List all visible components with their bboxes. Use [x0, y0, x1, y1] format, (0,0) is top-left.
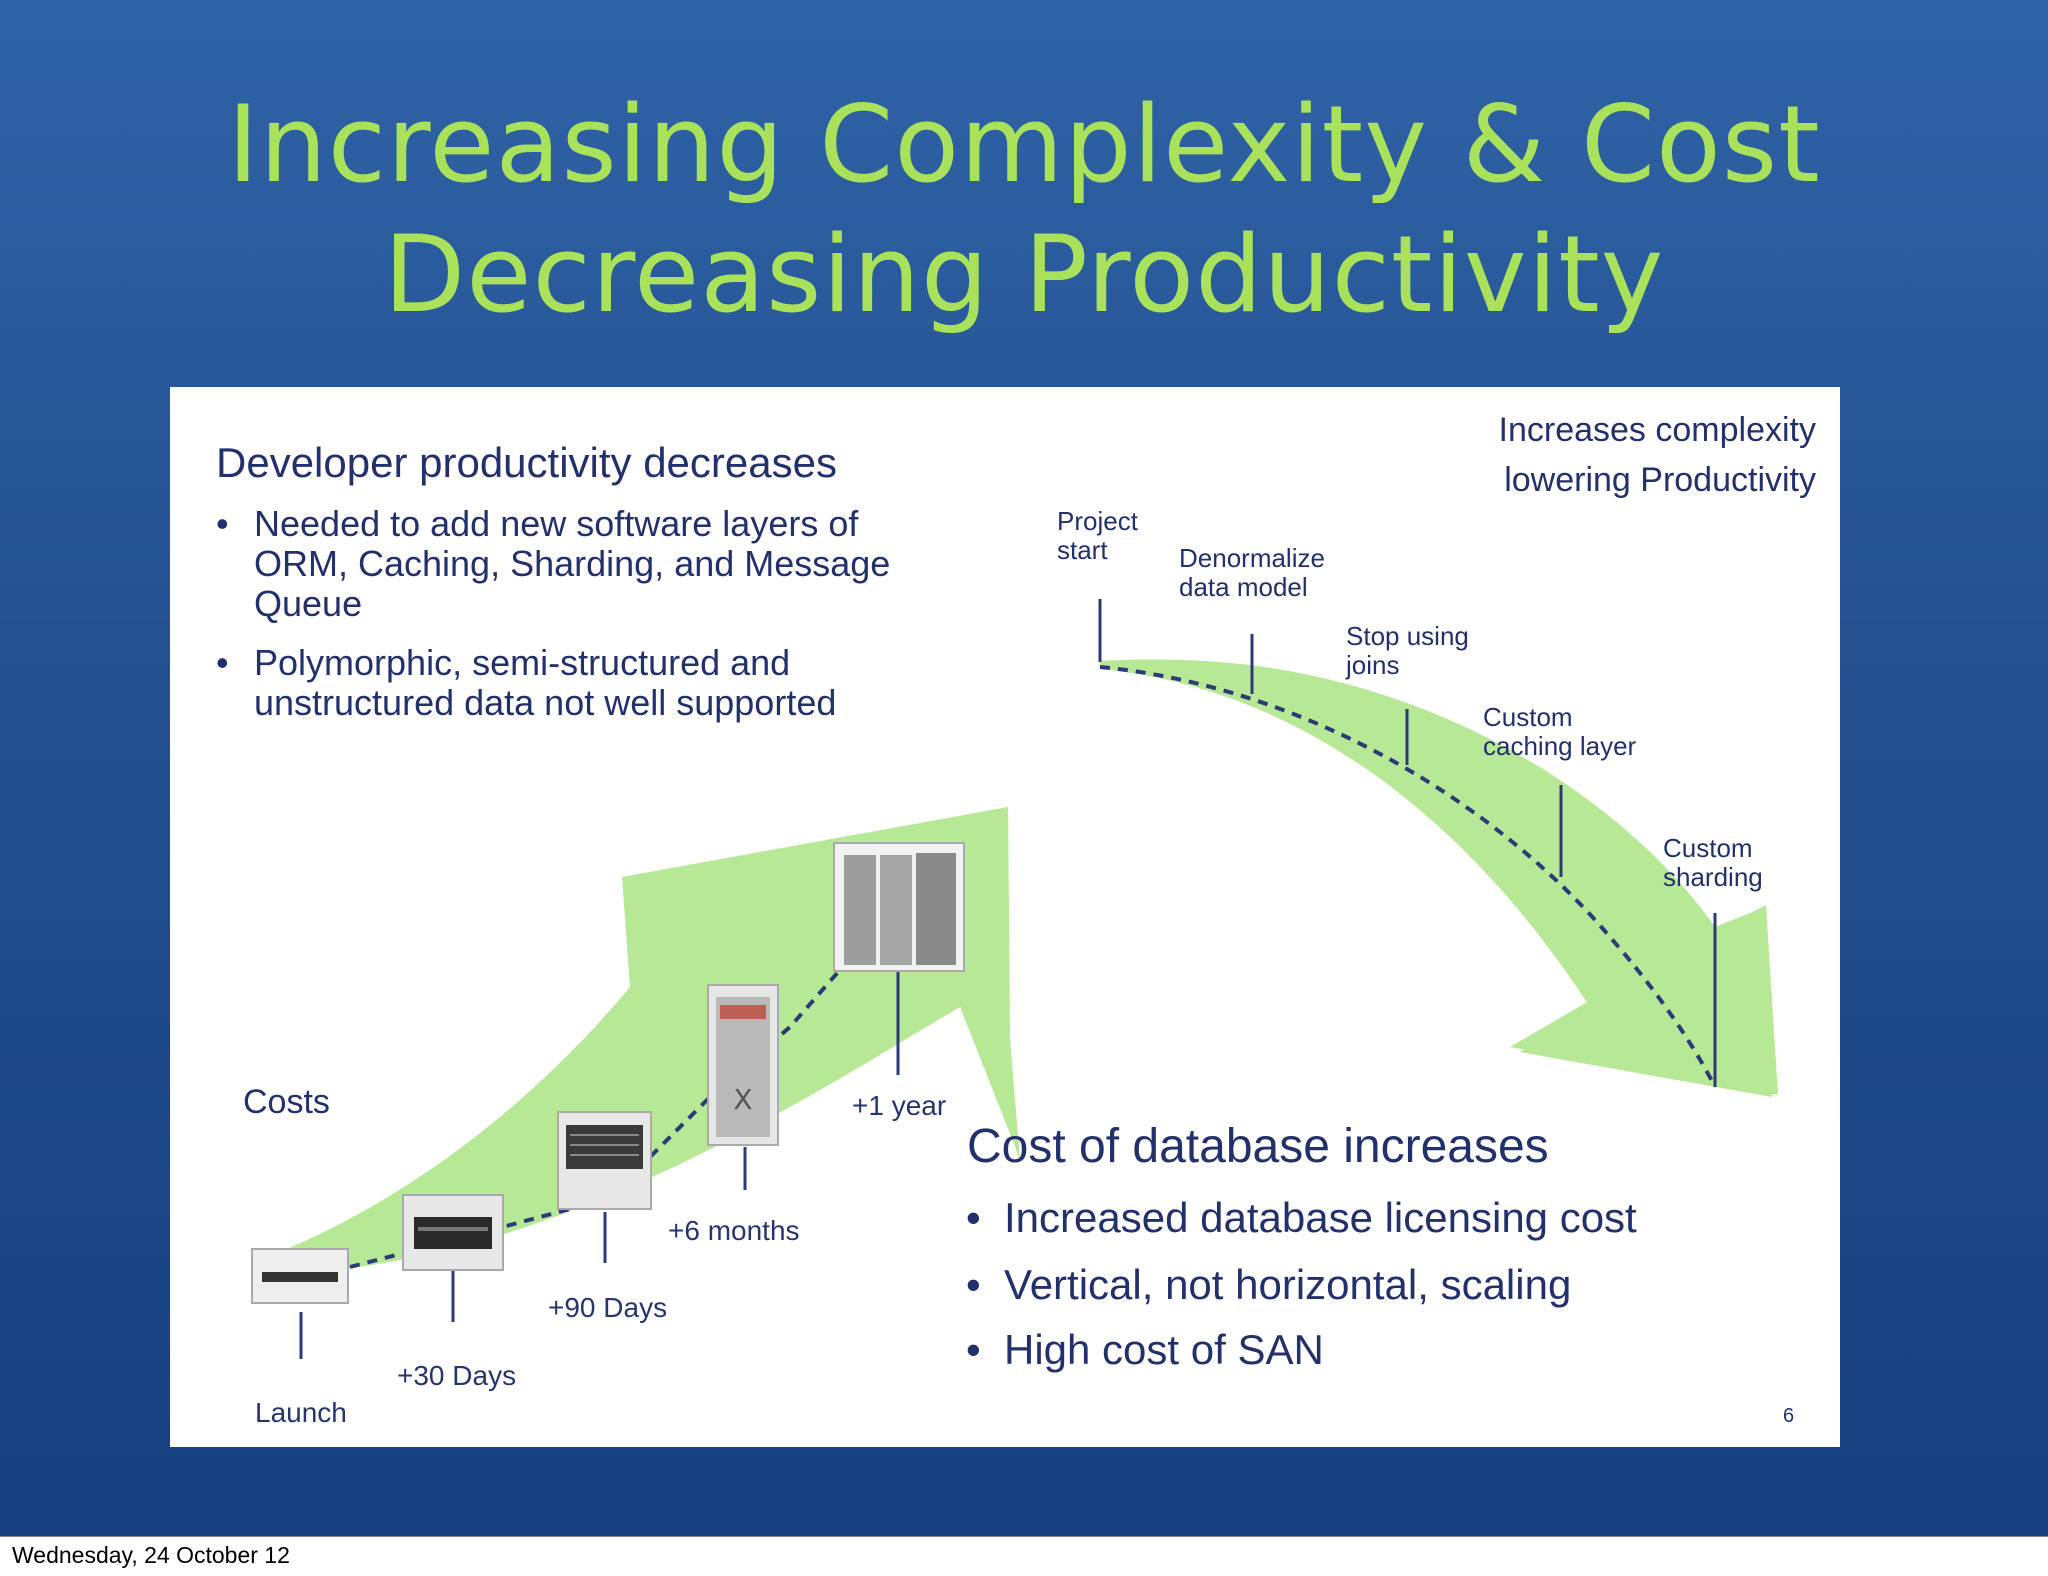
database-bullet-2-text: Vertical, not horizontal, scaling	[1004, 1261, 1572, 1308]
rising-cost-arrow-body	[258, 807, 1020, 1277]
falling-productivity-arrow	[1100, 659, 1772, 1097]
developer-heading: Developer productivity decreases	[216, 439, 837, 486]
developer-bullet-2-line2: unstructured data not well supported	[254, 682, 837, 723]
milestone-label-line: caching layer	[1483, 731, 1637, 761]
productivity-dashed-path	[1099, 665, 1717, 1088]
content-panel: X Developer productivity decreases • Nee…	[170, 387, 1840, 1447]
milestone-stop-joins: Stop using joins	[1346, 622, 1469, 680]
costs-label: Costs	[243, 1083, 330, 1121]
bullet-dot: •	[966, 1194, 981, 1241]
cost-milestone-30-days: +30 Days	[397, 1360, 517, 1391]
database-bullet-1: • Increased database licensing cost	[966, 1194, 1637, 1241]
svg-text:X: X	[733, 1083, 752, 1116]
storage-array-icon	[557, 1111, 652, 1210]
developer-bullet-1-line2: ORM, Caching, Sharding, and Message	[254, 543, 891, 584]
milestone-denormalize: Denormalize data model	[1179, 544, 1325, 602]
milestone-label-line: Project	[1057, 506, 1138, 536]
page-number: 6	[1783, 1405, 1795, 1427]
footer-date: Wednesday, 24 October 12	[12, 1542, 290, 1568]
cost-milestone-1-year: +1 year	[852, 1090, 947, 1121]
complexity-caption: Increases complexity lowering Productivi…	[1499, 405, 1816, 505]
slide-title-line2: Decreasing Productivity	[383, 213, 1665, 336]
developer-bullet-1: • Needed to add new software layers of O…	[216, 503, 891, 624]
diagram-graphics: X	[251, 599, 1778, 1359]
developer-bullet-1-line3: Queue	[254, 583, 363, 624]
complexity-caption-line1: Increases complexity	[1498, 411, 1816, 449]
bullet-dot: •	[966, 1261, 981, 1308]
cost-milestone-launch: Launch	[255, 1397, 347, 1428]
complexity-caption-line2: lowering Productivity	[1504, 461, 1816, 499]
milestone-project-start: Project start	[1057, 507, 1138, 565]
bullet-dot: •	[216, 642, 229, 683]
bullet-dot: •	[216, 503, 229, 544]
milestone-label-line: sharding	[1663, 862, 1763, 892]
milestone-caching: Custom caching layer	[1483, 703, 1636, 761]
cost-milestone-6-months: +6 months	[668, 1215, 800, 1246]
milestone-label-line: start	[1057, 535, 1108, 565]
falling-productivity-arrow-body	[1100, 659, 1778, 1095]
datacenter-racks-icon	[833, 842, 965, 972]
milestone-label-line: Denormalize	[1179, 543, 1325, 573]
database-bullet-1-text: Increased database licensing cost	[1004, 1194, 1637, 1241]
slide-title-line1: Increasing Complexity & Cost	[227, 83, 1821, 206]
milestone-label-line: Stop using	[1346, 621, 1469, 651]
database-bullet-2: • Vertical, not horizontal, scaling	[966, 1261, 1572, 1308]
developer-bullet-2-line1: Polymorphic, semi-structured and	[254, 642, 791, 683]
cost-milestone-90-days: +90 Days	[548, 1292, 668, 1323]
database-bullet-3-text: High cost of SAN	[1004, 1326, 1324, 1373]
database-bullet-3: • High cost of SAN	[966, 1326, 1324, 1373]
developer-bullet-1-line1: Needed to add new software layers of	[254, 503, 859, 544]
developer-bullet-2: • Polymorphic, semi-structured and unstr…	[216, 642, 837, 723]
milestone-sharding: Custom sharding	[1663, 834, 1763, 892]
milestone-label-line: Custom	[1663, 833, 1753, 863]
slide: Increasing Complexity & Cost Decreasing …	[0, 0, 2048, 1537]
milestone-label-line: joins	[1346, 650, 1400, 680]
milestone-label-line: Custom	[1483, 702, 1573, 732]
bullet-dot: •	[966, 1326, 981, 1373]
server-cabinet-icon: X	[707, 984, 779, 1146]
database-heading: Cost of database increases	[967, 1120, 1549, 1173]
rack-server-icon	[402, 1194, 504, 1271]
small-server-icon	[251, 1248, 349, 1304]
milestone-label-line: data model	[1179, 572, 1308, 602]
